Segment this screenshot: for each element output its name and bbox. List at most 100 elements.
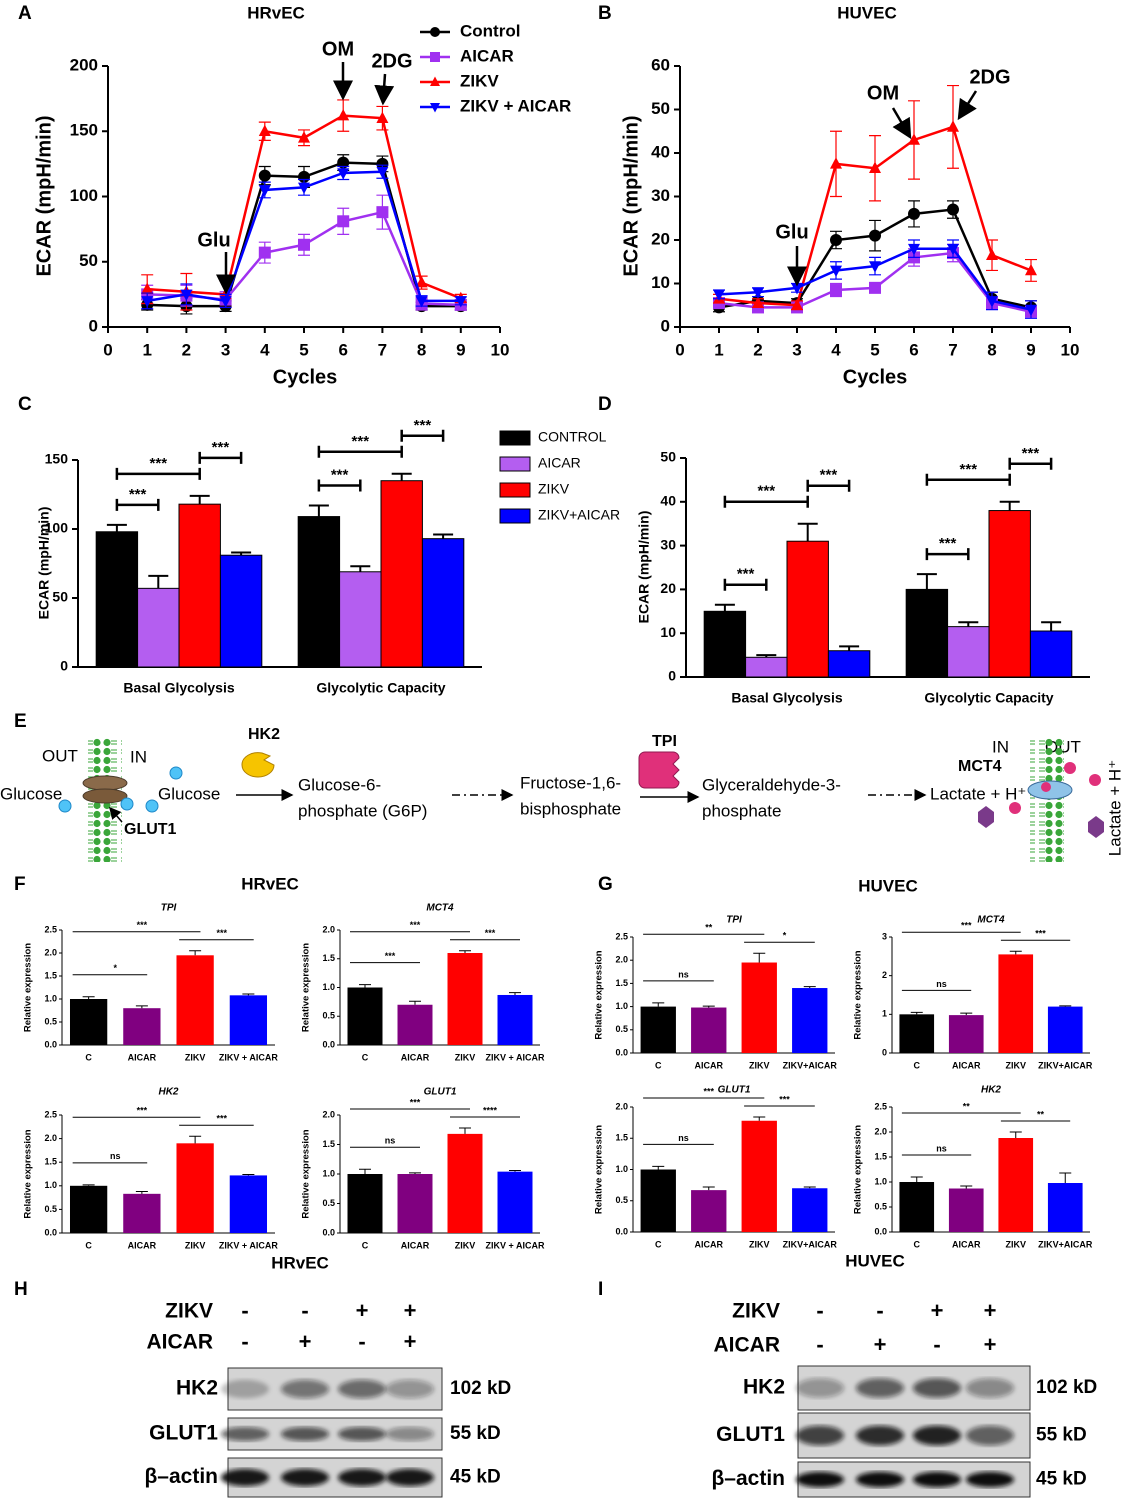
transporter bbox=[82, 788, 128, 804]
condition-sign: + bbox=[404, 1329, 417, 1354]
y-tick-label: 0.5 bbox=[615, 1195, 628, 1205]
bar bbox=[899, 1182, 935, 1232]
chart-title: HUVEC bbox=[837, 3, 897, 22]
x-tick-label: C bbox=[655, 1239, 662, 1249]
y-tick-label: 2.5 bbox=[874, 1101, 887, 1111]
y-tick-label: 0 bbox=[668, 668, 676, 684]
x-tick-label: AICAR bbox=[128, 1240, 157, 1250]
error-bar bbox=[702, 1186, 715, 1191]
error-bar bbox=[652, 1002, 665, 1007]
x-tick-label: 3 bbox=[221, 340, 230, 359]
chart-title: GLUT1 bbox=[424, 1087, 457, 1098]
glucose-dot bbox=[145, 799, 159, 813]
significance-label: *** bbox=[212, 439, 230, 456]
error-bar bbox=[135, 1190, 148, 1194]
y-tick-label: 2.0 bbox=[44, 947, 57, 957]
panel-letter: I bbox=[598, 1279, 603, 1300]
y-tick-label: 0.5 bbox=[322, 1198, 335, 1208]
x-tick-label: Basal Glycolysis bbox=[123, 680, 235, 696]
marker bbox=[376, 166, 389, 179]
condition-label: ZIKV bbox=[165, 1300, 213, 1323]
ion-dot bbox=[1009, 802, 1021, 814]
x-tick-label: 3 bbox=[792, 340, 801, 359]
y-tick-label: 0.0 bbox=[322, 1039, 335, 1049]
x-tick-label: ZIKV bbox=[1005, 1060, 1026, 1070]
label: Lactate + H⁺ bbox=[930, 784, 1026, 803]
significance-label: ** bbox=[1037, 1109, 1045, 1119]
significance-bracket bbox=[1008, 457, 1053, 470]
y-tick-label: 50 bbox=[651, 99, 670, 118]
x-tick-label: 6 bbox=[909, 340, 918, 359]
chart-title: HK2 bbox=[981, 1085, 1001, 1096]
legend-label: AICAR bbox=[538, 455, 581, 471]
bar bbox=[745, 656, 788, 678]
transporter bbox=[82, 775, 128, 791]
bar bbox=[640, 1169, 676, 1232]
marker bbox=[869, 161, 881, 174]
bar bbox=[123, 1193, 161, 1233]
marker bbox=[752, 287, 764, 299]
significance-label: *** bbox=[137, 1106, 148, 1116]
bar bbox=[297, 516, 341, 668]
marker bbox=[141, 282, 154, 294]
glucose-dot bbox=[58, 799, 72, 813]
label: phosphate (G6P) bbox=[298, 801, 427, 820]
lactate-icon bbox=[1088, 816, 1104, 838]
significance-label: *** bbox=[385, 951, 396, 961]
x-tick-label: 10 bbox=[491, 340, 510, 359]
error-bar bbox=[753, 1116, 766, 1121]
marker bbox=[337, 108, 350, 121]
bar bbox=[380, 480, 423, 668]
x-tick-label: C bbox=[362, 1052, 369, 1062]
error-bar bbox=[359, 984, 371, 988]
significance-label: ns bbox=[936, 979, 947, 989]
error-bar bbox=[702, 1005, 715, 1008]
bar bbox=[219, 554, 263, 668]
marker bbox=[947, 243, 959, 256]
x-tick-label: 8 bbox=[987, 340, 996, 359]
blot-band bbox=[338, 1426, 386, 1442]
y-tick-label: 2.0 bbox=[874, 1126, 887, 1136]
panel-letter: G bbox=[598, 874, 613, 895]
x-tick-label: ZIKV+AICAR bbox=[783, 1239, 838, 1249]
band-size: 102 kD bbox=[450, 1378, 511, 1399]
y-axis-title: Relative expression bbox=[301, 1129, 312, 1218]
chart-title: TPI bbox=[161, 903, 177, 914]
marker bbox=[791, 298, 803, 311]
error-bar bbox=[231, 551, 252, 556]
chart-title: MCT4 bbox=[977, 915, 1005, 926]
x-tick-label: 9 bbox=[456, 340, 465, 359]
marker bbox=[986, 296, 998, 308]
y-tick-label: 40 bbox=[660, 493, 676, 509]
marker bbox=[908, 207, 920, 220]
bar bbox=[176, 1143, 214, 1233]
bar bbox=[947, 626, 990, 678]
chart-title: MCT4 bbox=[426, 903, 454, 914]
marker bbox=[454, 296, 467, 308]
blot-band bbox=[913, 1378, 961, 1398]
condition-label: ZIKV bbox=[732, 1300, 780, 1323]
band-size: 45 kD bbox=[1036, 1469, 1087, 1490]
y-tick-label: 10 bbox=[651, 273, 670, 292]
blot-band bbox=[913, 1425, 961, 1446]
marker bbox=[1025, 304, 1037, 317]
x-tick-label: 1 bbox=[142, 340, 151, 359]
arrow bbox=[109, 806, 123, 823]
y-tick-label: 0.0 bbox=[322, 1227, 335, 1237]
bar bbox=[1029, 630, 1073, 678]
blot-band bbox=[856, 1471, 904, 1488]
ion-dot bbox=[1089, 774, 1101, 786]
significance-label: ** bbox=[705, 923, 713, 933]
panel-letter: A bbox=[18, 3, 32, 24]
bar bbox=[827, 650, 871, 678]
marker bbox=[986, 248, 998, 261]
marker bbox=[752, 296, 764, 308]
marker bbox=[947, 203, 959, 216]
group-title: HUVEC bbox=[858, 876, 918, 895]
y-tick-label: 20 bbox=[660, 580, 676, 596]
marker bbox=[258, 185, 271, 197]
significance-label: **** bbox=[483, 1105, 498, 1115]
x-tick-label: 10 bbox=[1061, 340, 1080, 359]
y-tick-label: 2.0 bbox=[615, 955, 628, 965]
error-bar bbox=[960, 1185, 973, 1189]
